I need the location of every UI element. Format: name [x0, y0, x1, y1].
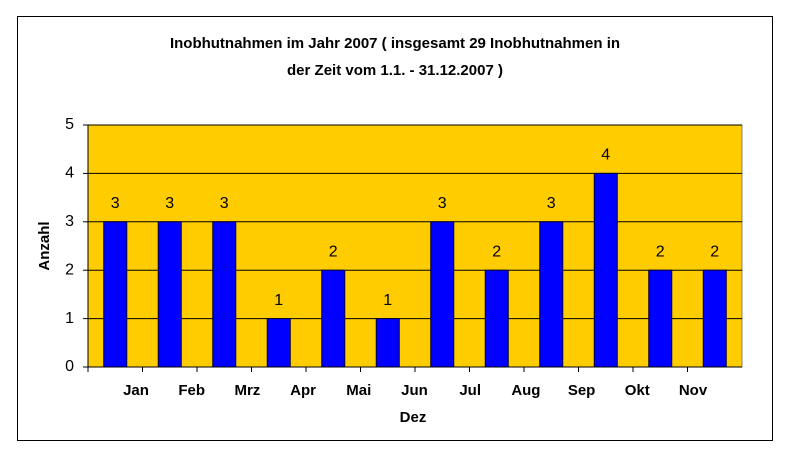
chart-title: der Zeit vom 1.1. - 31.12.2007 ) — [287, 62, 503, 79]
value-label: 2 — [329, 243, 338, 260]
y-axis-label: Anzahl — [36, 221, 53, 270]
plot-area — [87, 124, 743, 368]
value-label: 4 — [601, 147, 610, 164]
x-tick-label: Okt — [625, 382, 650, 399]
bar — [539, 221, 564, 368]
value-label: 3 — [111, 195, 120, 212]
bar — [157, 221, 182, 368]
y-tick-label: 1 — [65, 310, 74, 327]
value-label: 3 — [438, 195, 447, 212]
x-tick-label: Jul — [459, 382, 481, 399]
x-tick-label: Jan — [123, 382, 149, 399]
bar — [266, 318, 291, 368]
y-tick-label: 3 — [65, 213, 74, 230]
value-label: 2 — [492, 243, 501, 260]
bar — [484, 269, 509, 368]
value-label: 2 — [710, 243, 719, 260]
x-tick-label: Feb — [178, 382, 205, 399]
bar — [593, 172, 618, 368]
value-label: 1 — [383, 292, 392, 309]
x-tick-label: Sep — [568, 382, 596, 399]
value-label: 2 — [656, 243, 665, 260]
x-tick-label: Apr — [290, 382, 316, 399]
value-label: 3 — [220, 195, 229, 212]
y-tick-label: 4 — [65, 165, 74, 182]
x-tick-label: Mai — [346, 382, 371, 399]
bar — [321, 269, 346, 368]
bar — [648, 269, 673, 368]
bar — [212, 221, 237, 368]
x-tick-label: Aug — [511, 382, 540, 399]
y-tick-label: 0 — [65, 358, 74, 375]
bar — [430, 221, 455, 368]
bar — [375, 318, 400, 368]
x-tick-label: Dez — [400, 409, 427, 426]
x-tick-label: Jun — [401, 382, 428, 399]
value-label: 1 — [274, 292, 283, 309]
y-tick-label: 2 — [65, 261, 74, 278]
x-tick-label: Nov — [679, 382, 708, 399]
x-tick-label: Mrz — [234, 382, 260, 399]
value-label: 3 — [165, 195, 174, 212]
chart-title: Inobhutnahmen im Jahr 2007 ( insgesamt 2… — [170, 35, 620, 52]
bar — [103, 221, 128, 368]
y-tick-label: 5 — [65, 116, 74, 133]
value-label: 3 — [547, 195, 556, 212]
bar — [702, 269, 727, 368]
